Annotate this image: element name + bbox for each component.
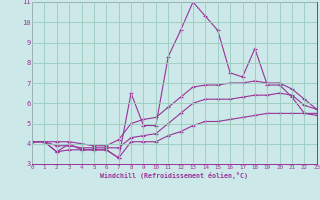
X-axis label: Windchill (Refroidissement éolien,°C): Windchill (Refroidissement éolien,°C) bbox=[100, 172, 248, 179]
